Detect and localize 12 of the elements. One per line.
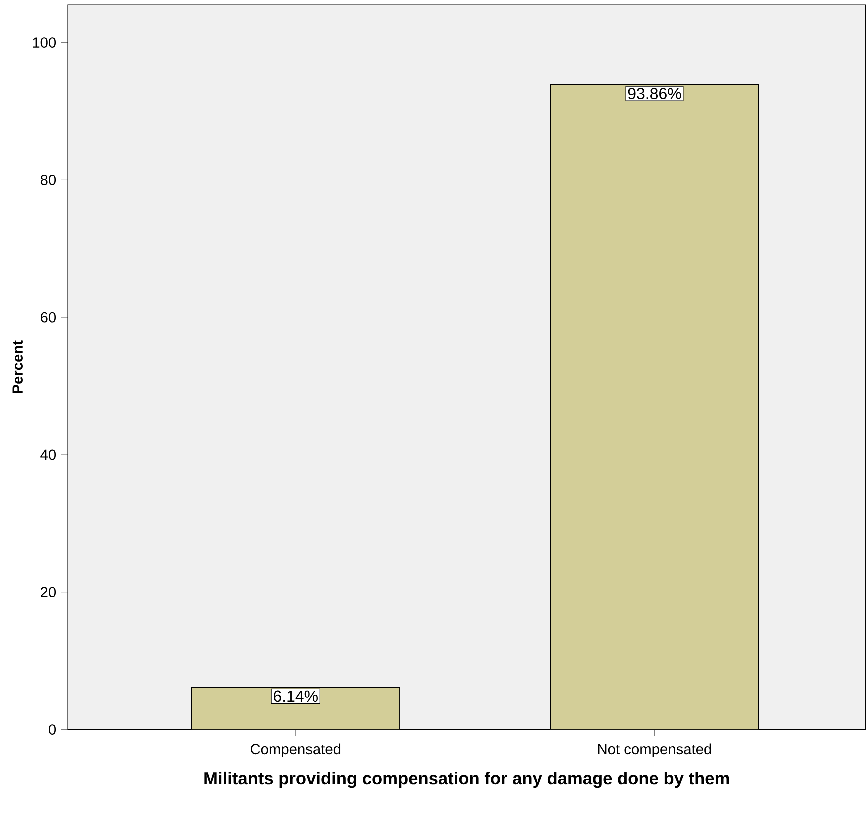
x-axis-title: Militants providing compensation for any damage done by them	[204, 772, 730, 788]
y-tick-label: 100	[33, 38, 56, 48]
x-tick-label: Not compensated	[598, 744, 712, 758]
y-tick-label: 60	[41, 312, 56, 323]
x-tick-label: Compensated	[250, 744, 341, 758]
y-tick-label: 0	[49, 724, 56, 736]
data-label: 6.14%	[274, 690, 318, 702]
y-tick-label: 40	[40, 450, 56, 460]
y-axis-title: Percent	[12, 340, 23, 394]
y-tick-label: 20	[41, 587, 56, 598]
data-label: 93.86%	[628, 88, 682, 100]
y-tick-label: 80	[40, 175, 56, 186]
